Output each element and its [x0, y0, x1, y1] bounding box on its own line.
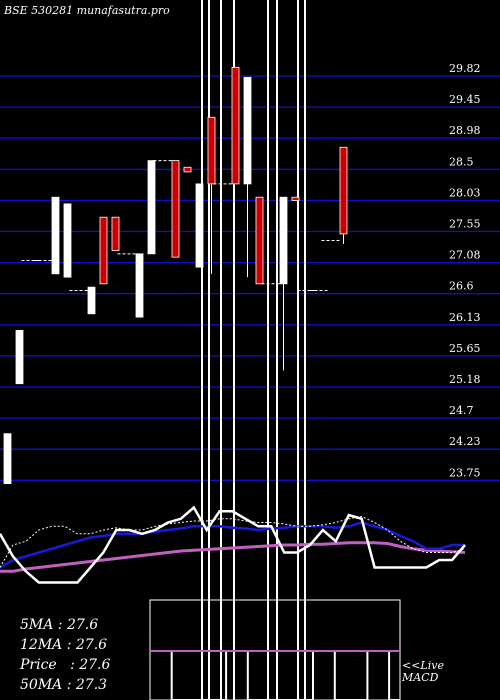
- candle-body: [147, 160, 156, 255]
- y-tick-label: 28.03: [449, 186, 481, 199]
- stat-ma50: 50MA : 27.3: [20, 677, 108, 693]
- y-tick-label: 29.45: [449, 93, 481, 106]
- indicator-ma-dotted: [0, 515, 466, 568]
- candle-body: [183, 166, 192, 173]
- y-tick-label: 29.82: [449, 62, 481, 75]
- y-tick-label: 27.08: [449, 249, 481, 262]
- stat-ma5: 5MA : 27.6: [20, 617, 99, 633]
- candle-body: [243, 76, 252, 185]
- candle-body: [231, 66, 240, 185]
- indicator-ma-slow: [0, 541, 466, 573]
- macd-line: [150, 650, 400, 700]
- y-tick-label: 26.13: [449, 311, 481, 324]
- y-tick-label: 28.5: [449, 155, 474, 168]
- live-macd-line2: MACD: [402, 671, 439, 684]
- candle-body: [207, 116, 216, 185]
- live-macd-label: <<Live MACD: [402, 660, 444, 684]
- candle-body: [339, 146, 348, 235]
- y-tick-label: 23.75: [449, 466, 481, 479]
- y-tick-label: 26.6: [449, 280, 474, 293]
- candle-body: [255, 196, 264, 285]
- candle-body: [291, 196, 300, 201]
- y-tick-label: 24.7: [449, 404, 474, 417]
- y-tick-label: 24.23: [449, 435, 481, 448]
- candle-body: [135, 253, 144, 318]
- indicator-ma-fast: [0, 521, 465, 569]
- y-tick-label: 25.65: [449, 342, 481, 355]
- stat-price: Price : 27.6: [20, 657, 111, 673]
- y-tick-label: 27.55: [449, 218, 481, 231]
- candle-body: [111, 216, 120, 251]
- indicator-price-line: [0, 505, 466, 584]
- candle-body: [15, 330, 24, 385]
- candle-body: [63, 203, 72, 278]
- y-tick-label: 25.18: [449, 373, 481, 386]
- y-tick-label: 28.98: [449, 124, 481, 137]
- candle-body: [195, 183, 204, 268]
- candle-body: [171, 160, 180, 258]
- candle-body: [51, 196, 60, 275]
- candle-body: [279, 196, 288, 285]
- chart-title: BSE 530281 munafasutra.pro: [3, 4, 170, 17]
- stat-ma12: 12MA : 27.6: [20, 637, 108, 653]
- live-macd-line1: <<Live: [402, 659, 444, 672]
- candle-body: [99, 216, 108, 285]
- candle-body: [3, 433, 12, 485]
- candle-body: [87, 286, 96, 315]
